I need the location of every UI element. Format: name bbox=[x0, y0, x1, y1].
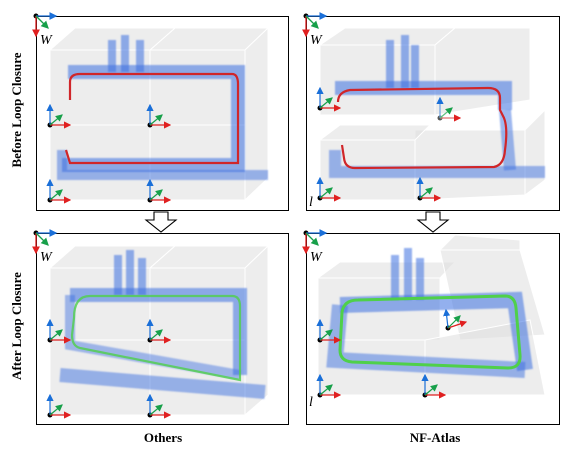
local-axes-others-before bbox=[46, 103, 172, 204]
down-arrow-others bbox=[144, 211, 178, 233]
world-frame-label: W bbox=[310, 250, 323, 265]
trajectory-nfatlas-after bbox=[338, 294, 522, 370]
world-frame-label: W bbox=[310, 33, 323, 48]
world-frame-nfatlas-after: W bbox=[302, 229, 328, 265]
local-frame-label-after: l bbox=[309, 395, 313, 410]
column-label-nf-atlas: NF-Atlas bbox=[409, 430, 461, 445]
local-frame-label-before: l bbox=[309, 195, 313, 210]
trajectory-nfatlas-before bbox=[336, 86, 508, 170]
local-axes-nfatlas-before bbox=[316, 86, 462, 202]
world-frame-others-after: W bbox=[32, 229, 58, 265]
world-frame-nfatlas-before: W bbox=[302, 12, 328, 48]
local-axes-others-after bbox=[46, 318, 172, 419]
trajectory-others-before bbox=[64, 72, 240, 165]
column-label-others: Others bbox=[143, 430, 183, 445]
world-frame-label: W bbox=[40, 250, 53, 265]
world-frame-others-before: W bbox=[32, 12, 58, 48]
down-arrow-nf-atlas bbox=[416, 211, 450, 233]
world-frame-label: W bbox=[40, 33, 53, 48]
local-axes-nfatlas-after bbox=[316, 308, 468, 399]
trajectory-others-after bbox=[70, 294, 242, 382]
